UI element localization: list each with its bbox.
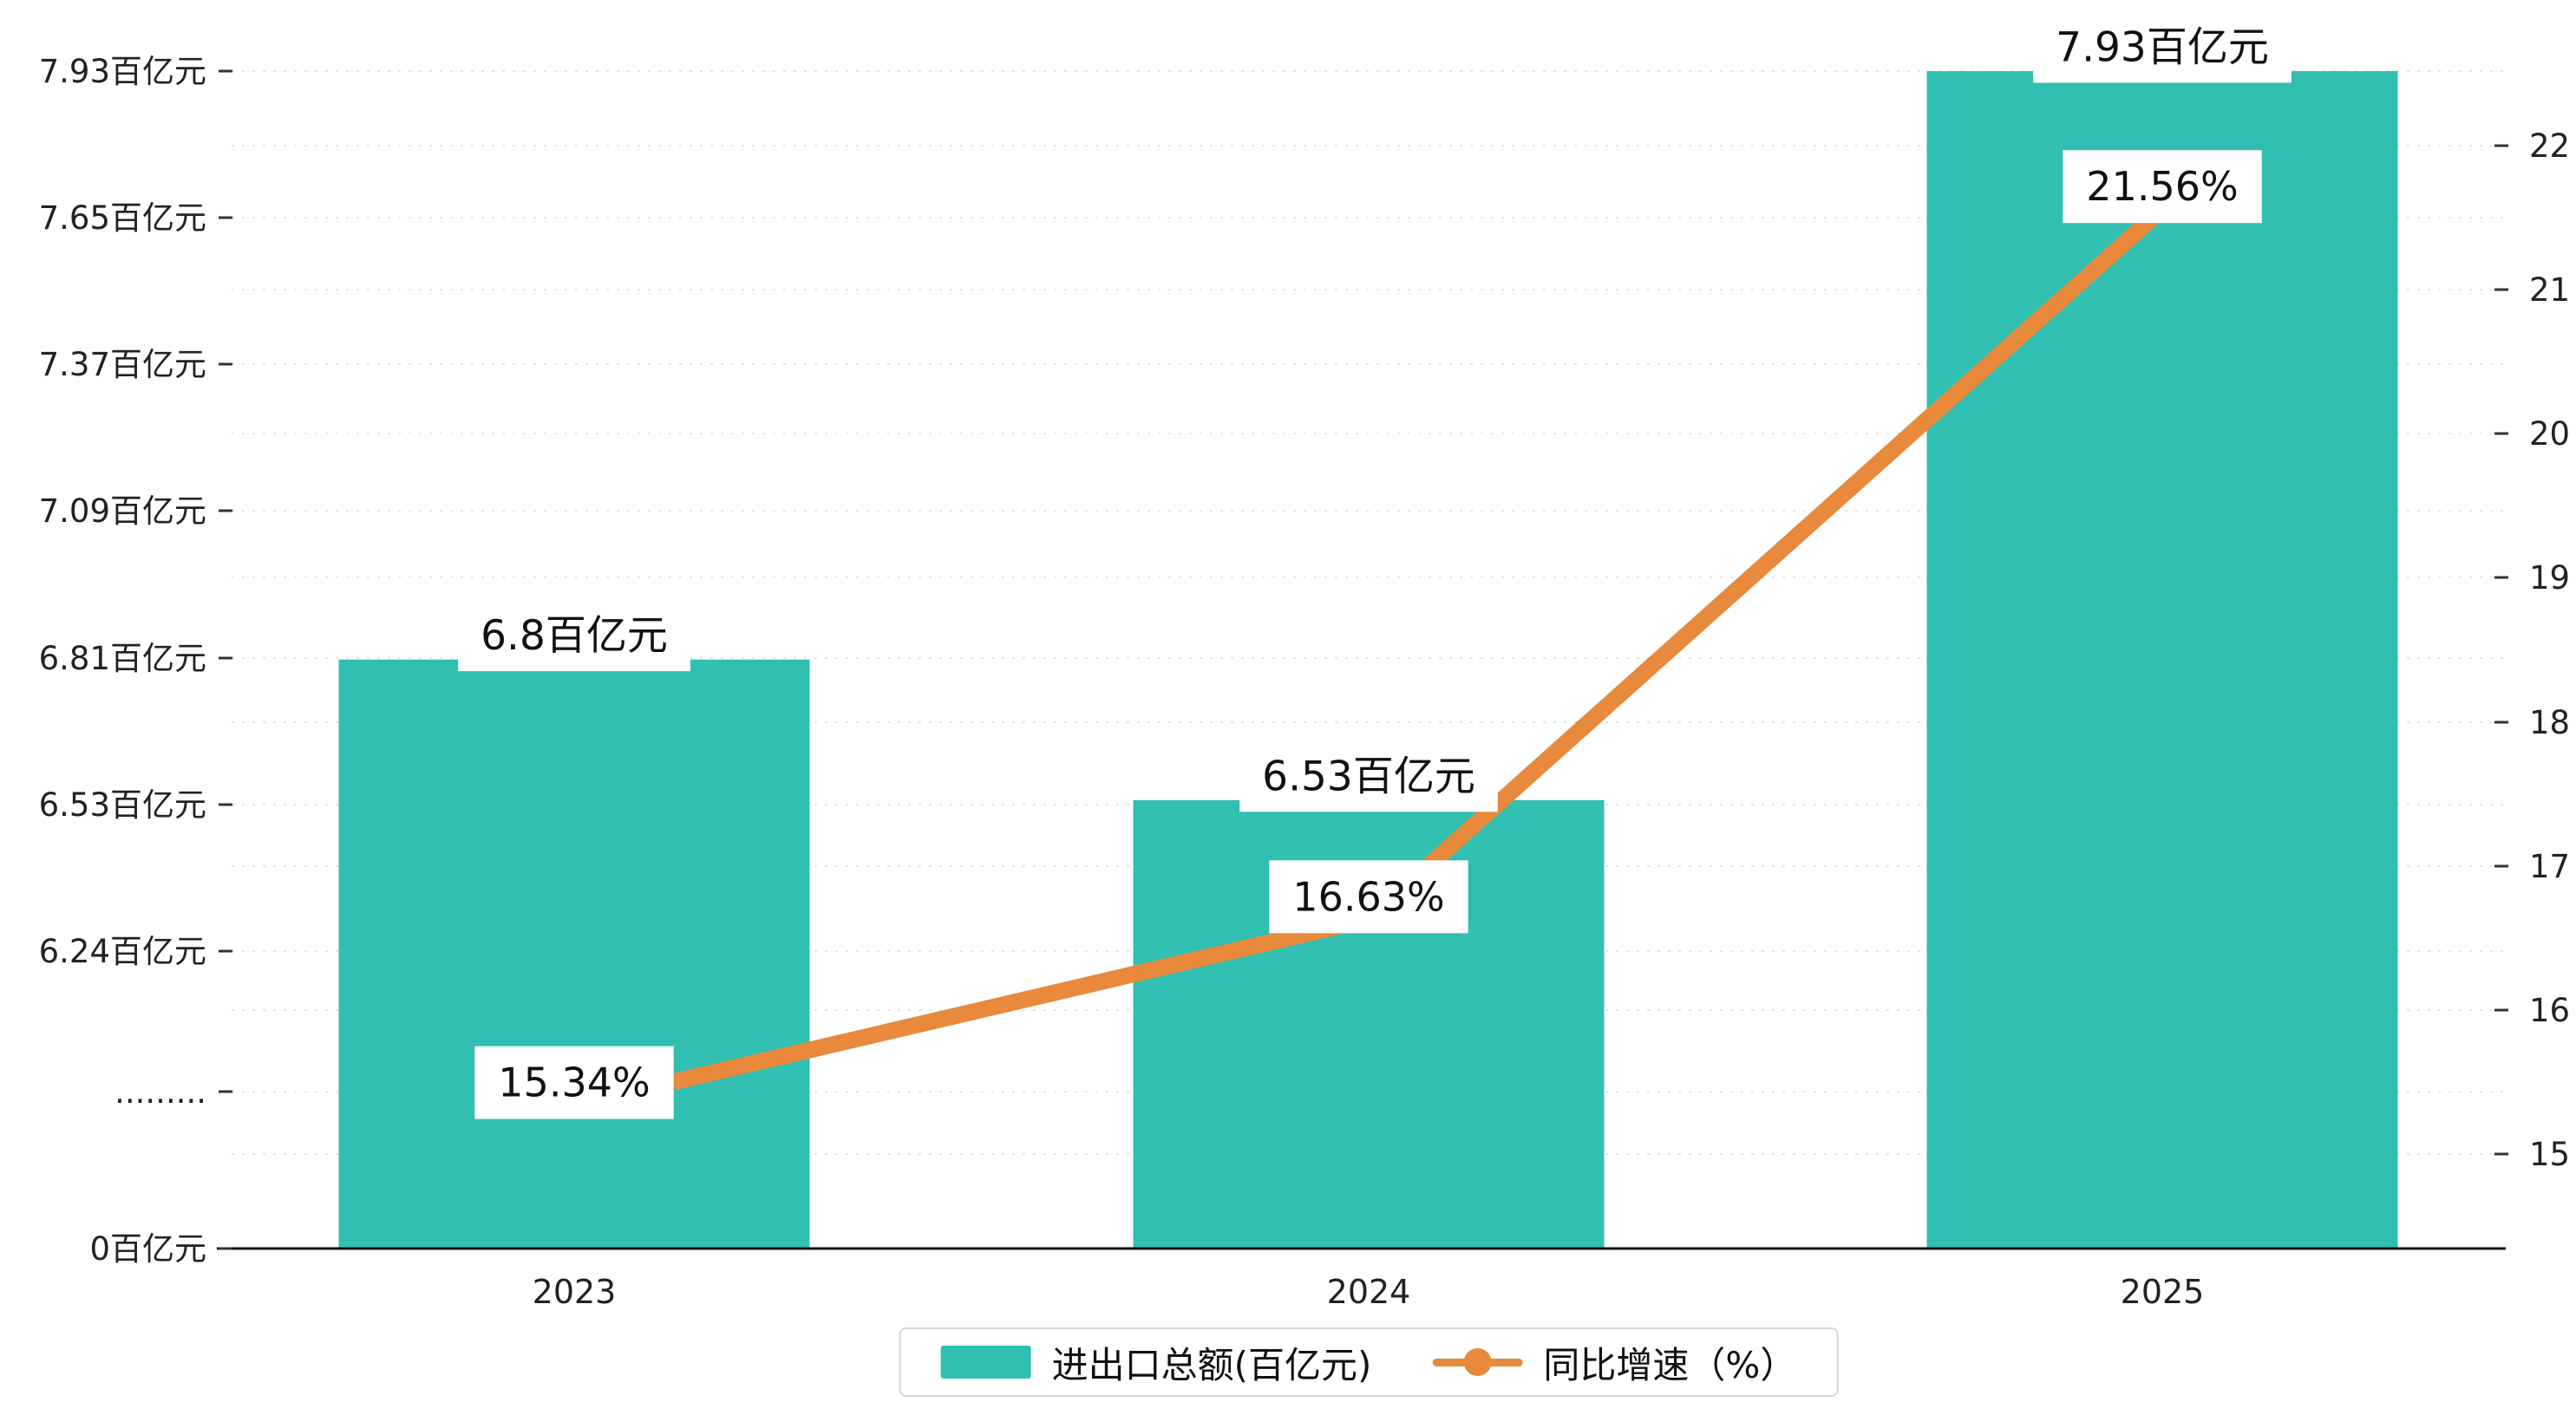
bar-swatch-icon: [940, 1346, 1031, 1379]
bar-value-label-2023-bg: [458, 601, 690, 672]
bar-value-label-2025: 7.93百亿元: [2056, 23, 2269, 71]
growth-value-label-2023-bg: [474, 1046, 674, 1119]
x-axis-label-2025: 2025: [2121, 1273, 2205, 1311]
legend-label-bar: 进出口总额(百亿元): [1051, 1343, 1372, 1386]
right-axis-label: 15: [2529, 1136, 2570, 1173]
right-axis-label: 19: [2529, 559, 2570, 597]
bar-value-label-2024-bg: [1239, 741, 1498, 812]
left-axis-label: 6.53百亿元: [39, 786, 206, 824]
line-swatch-dot: [1463, 1348, 1492, 1376]
legend-label-line: 同比增速（%）: [1543, 1343, 1797, 1386]
left-axis-label: 0百亿元: [89, 1230, 206, 1268]
growth-value-label-2025: 21.56%: [2086, 163, 2238, 210]
bar-2025[interactable]: [1926, 71, 2398, 1249]
right-axis-label: 21: [2529, 271, 2570, 309]
left-axis-label: .........: [114, 1073, 206, 1111]
right-axis-label: 17: [2529, 848, 2570, 885]
growth-value-label-2024: 16.63%: [1292, 873, 1444, 920]
x-axis-label-2024: 2024: [1327, 1273, 1411, 1311]
right-axis-label: 16: [2529, 992, 2570, 1029]
legend-item-bar[interactable]: 进出口总额(百亿元): [940, 1336, 1372, 1389]
growth-value-label-2025-bg: [2063, 150, 2262, 224]
legend: 进出口总额(百亿元) 同比增速（%）: [899, 1327, 1839, 1397]
bar-2023[interactable]: [338, 659, 810, 1249]
right-axis-label: 22: [2529, 127, 2570, 165]
bar-value-label-2024: 6.53百亿元: [1262, 753, 1475, 800]
line-swatch-icon: [1432, 1346, 1523, 1379]
left-axis-label: 7.65百亿元: [39, 199, 206, 237]
left-axis-label: 7.37百亿元: [39, 346, 206, 383]
right-axis-label: 20: [2529, 415, 2570, 453]
left-axis-label: 6.81百亿元: [39, 640, 206, 677]
growth-value-label-2024-bg: [1269, 860, 1468, 934]
legend-item-line[interactable]: 同比增速（%）: [1432, 1336, 1796, 1389]
bar-value-label-2025-bg: [2033, 12, 2292, 83]
bar-value-label-2023: 6.8百亿元: [481, 612, 668, 660]
right-axis-label: 18: [2529, 704, 2570, 741]
left-axis-label: 6.24百亿元: [39, 933, 206, 970]
left-axis-label: 7.09百亿元: [39, 492, 206, 530]
left-axis-label: 7.93百亿元: [39, 53, 206, 90]
growth-value-label-2023: 15.34%: [498, 1060, 650, 1106]
x-axis-label-2023: 2023: [533, 1273, 617, 1311]
